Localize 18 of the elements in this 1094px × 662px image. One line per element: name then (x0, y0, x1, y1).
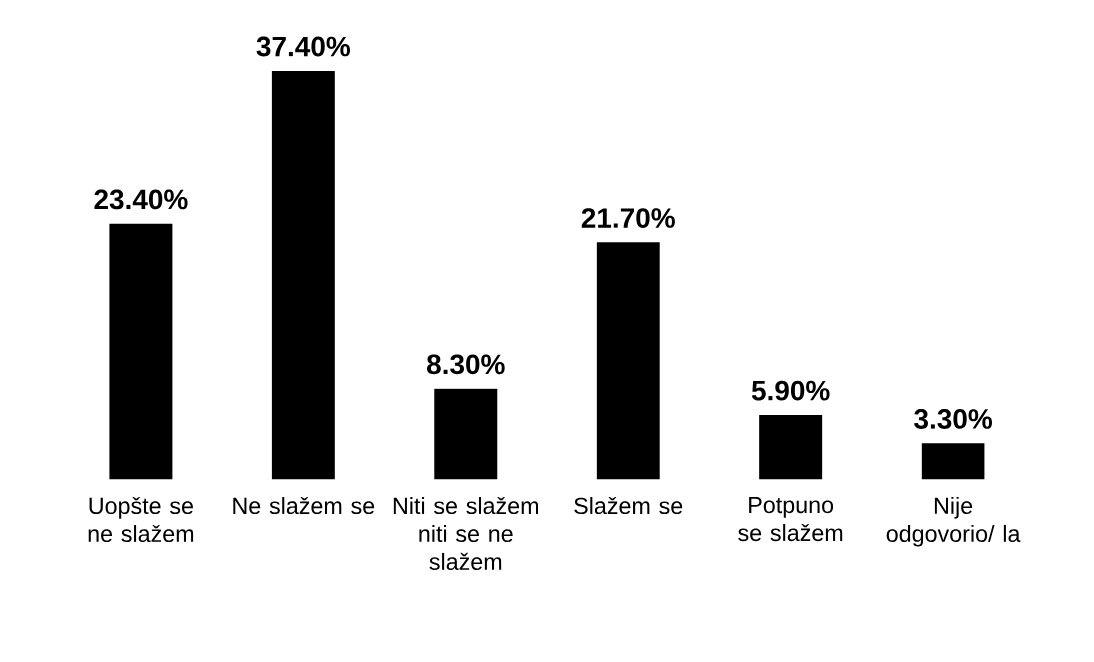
data-label: 21.70% (581, 208, 675, 229)
x-tick-label: Ne slažem se (233, 497, 375, 515)
data-label: 23.40% (94, 189, 188, 210)
bar (109, 223, 173, 480)
bar (759, 415, 823, 480)
x-tick-label: Uopšte se ne slažem (88, 497, 194, 543)
data-label: 3.30% (914, 409, 992, 430)
x-tick-label: Nije odgovorio/ la (886, 497, 1021, 547)
bar (271, 71, 335, 480)
bar (596, 242, 660, 480)
bar (434, 388, 498, 480)
x-tick-label: Potpuno se slažem (738, 497, 843, 542)
x-tick-label: Niti se slažem niti se ne slažem (393, 497, 538, 571)
x-tick-label: Slažem se (574, 497, 683, 515)
data-label: 5.90% (751, 380, 830, 401)
bar (921, 443, 985, 480)
data-label: 37.40% (256, 36, 350, 57)
data-label: 8.30% (427, 354, 505, 375)
